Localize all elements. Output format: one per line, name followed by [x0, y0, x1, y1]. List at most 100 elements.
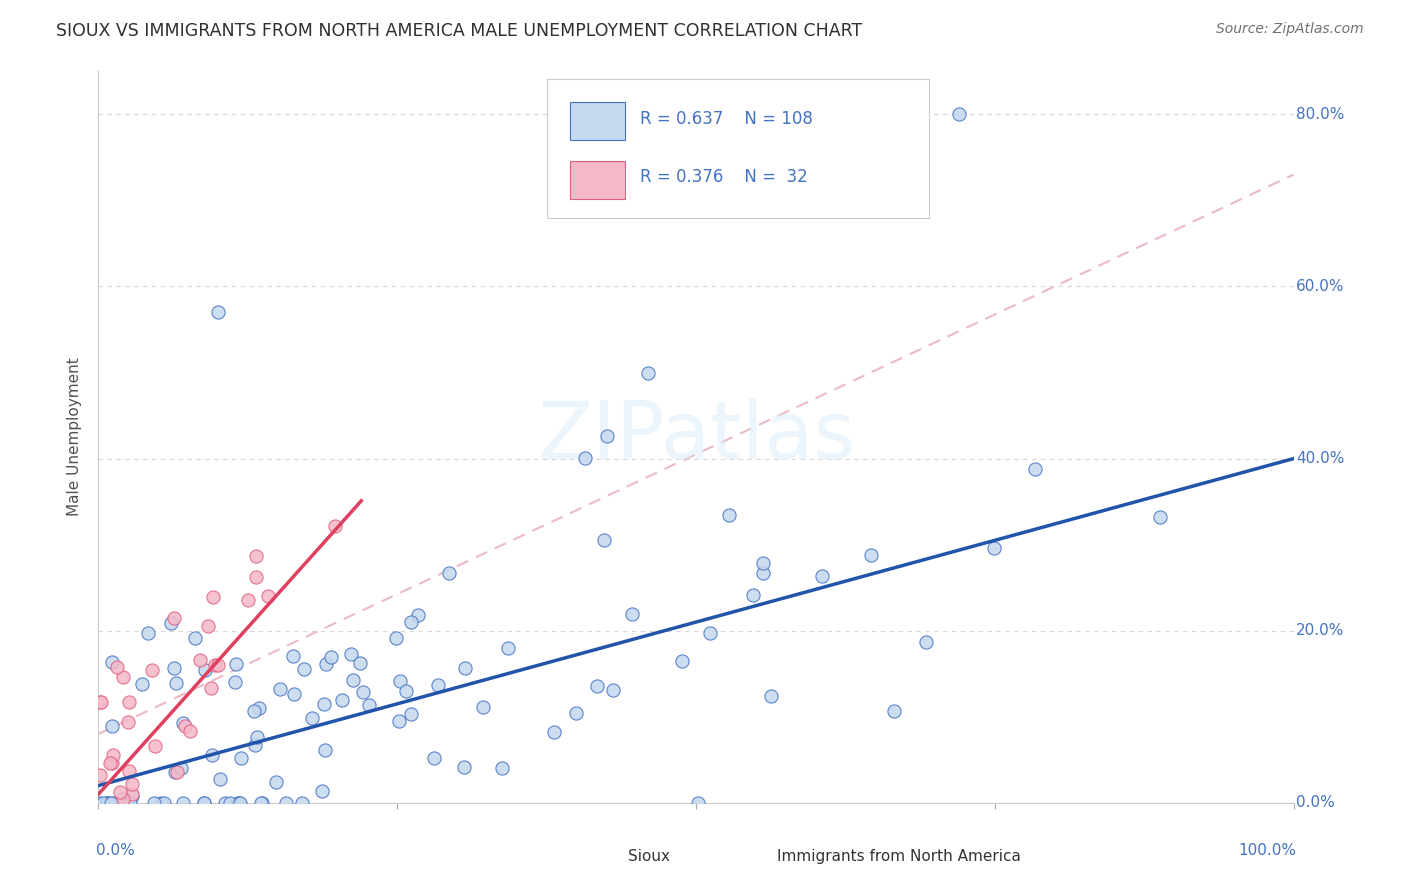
Point	[314, 742, 336, 756]
Point	[117, 796, 139, 810]
Point	[136, 625, 159, 640]
Point	[250, 796, 273, 810]
Point	[596, 429, 619, 443]
Point	[565, 706, 588, 720]
Point	[752, 566, 775, 581]
Point	[108, 796, 131, 810]
FancyBboxPatch shape	[586, 847, 624, 866]
Point	[315, 657, 337, 671]
Point	[202, 590, 225, 604]
Point	[264, 775, 287, 789]
Point	[110, 785, 132, 799]
Point	[243, 704, 266, 718]
Text: R = 0.637    N = 108: R = 0.637 N = 108	[640, 110, 813, 128]
Point	[100, 796, 122, 810]
Point	[359, 698, 381, 712]
FancyBboxPatch shape	[547, 78, 929, 218]
Text: 0.0%: 0.0%	[1296, 796, 1334, 810]
Point	[101, 796, 124, 810]
Point	[811, 568, 834, 582]
Point	[586, 679, 609, 693]
Point	[472, 699, 495, 714]
Point	[453, 759, 475, 773]
Point	[426, 678, 449, 692]
Point	[93, 796, 115, 810]
Point	[172, 796, 194, 810]
Point	[752, 556, 775, 570]
Point	[593, 533, 616, 547]
Point	[121, 777, 143, 791]
Point	[103, 747, 125, 762]
Point	[121, 787, 143, 801]
Point	[193, 796, 215, 810]
Point	[1149, 509, 1171, 524]
Point	[111, 796, 134, 810]
Point	[269, 681, 291, 696]
Point	[166, 765, 188, 780]
Point	[437, 566, 460, 580]
Point	[330, 693, 353, 707]
Point	[860, 548, 883, 562]
Point	[141, 663, 163, 677]
Point	[741, 588, 763, 602]
Point	[276, 796, 298, 810]
Point	[165, 676, 187, 690]
Point	[948, 107, 970, 121]
Y-axis label: Male Unemployment: Male Unemployment	[67, 358, 83, 516]
Point	[883, 704, 905, 718]
Point	[208, 772, 231, 786]
Text: 60.0%: 60.0%	[1296, 279, 1344, 294]
Point	[423, 751, 446, 765]
Point	[117, 714, 139, 729]
Point	[574, 451, 596, 466]
FancyBboxPatch shape	[571, 161, 626, 199]
Point	[352, 685, 374, 699]
Point	[245, 738, 267, 752]
Point	[131, 677, 153, 691]
FancyBboxPatch shape	[735, 847, 773, 866]
Text: 80.0%: 80.0%	[1296, 107, 1344, 122]
Text: 100.0%: 100.0%	[1237, 843, 1296, 858]
Point	[226, 796, 249, 810]
Point	[915, 634, 938, 648]
Point	[250, 796, 273, 810]
Point	[841, 107, 863, 121]
Point	[453, 661, 475, 675]
Text: Sioux: Sioux	[628, 849, 669, 864]
Point	[281, 648, 304, 663]
Point	[174, 719, 197, 733]
Point	[246, 731, 269, 745]
Point	[323, 519, 346, 533]
Point	[200, 681, 222, 696]
Text: 20.0%: 20.0%	[1296, 624, 1344, 638]
Point	[245, 549, 267, 563]
Point	[256, 589, 278, 603]
Point	[98, 756, 121, 771]
Point	[496, 640, 519, 655]
Point	[170, 761, 193, 775]
Point	[105, 796, 128, 810]
Point	[229, 796, 252, 810]
Point	[204, 657, 226, 672]
Point	[384, 631, 406, 645]
Point	[399, 615, 422, 629]
Point	[100, 756, 122, 770]
Point	[197, 619, 219, 633]
Point	[688, 796, 710, 810]
Point	[121, 789, 143, 803]
Point	[207, 305, 229, 319]
Point	[394, 683, 416, 698]
Point	[247, 701, 270, 715]
Point	[100, 655, 122, 669]
Point	[283, 687, 305, 701]
Point	[238, 593, 260, 607]
Point	[159, 616, 181, 631]
Text: ZIPatlas: ZIPatlas	[537, 398, 855, 476]
Text: SIOUX VS IMMIGRANTS FROM NORTH AMERICA MALE UNEMPLOYMENT CORRELATION CHART: SIOUX VS IMMIGRANTS FROM NORTH AMERICA M…	[56, 22, 862, 40]
Point	[184, 632, 207, 646]
Point	[321, 650, 343, 665]
Point	[301, 711, 323, 725]
FancyBboxPatch shape	[571, 102, 626, 140]
Text: 0.0%: 0.0%	[96, 843, 135, 858]
Point	[96, 796, 118, 810]
